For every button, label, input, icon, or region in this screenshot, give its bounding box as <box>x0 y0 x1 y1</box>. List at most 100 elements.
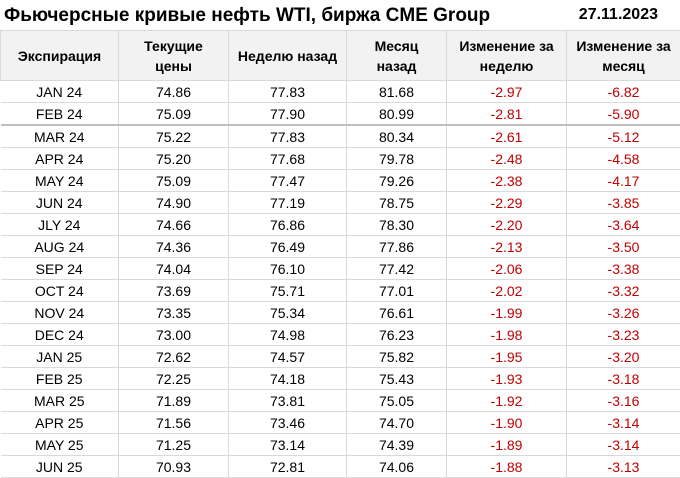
value-cell: 74.98 <box>229 324 347 346</box>
value-cell: 76.10 <box>229 258 347 280</box>
value-cell: 73.00 <box>119 324 229 346</box>
value-cell: 74.04 <box>119 258 229 280</box>
expiry-cell: NOV 24 <box>1 302 119 324</box>
value-cell: 77.83 <box>229 81 347 103</box>
column-header: Текущие цены <box>119 31 229 81</box>
expiry-cell: FEB 24 <box>1 103 119 126</box>
value-cell: 77.19 <box>229 192 347 214</box>
value-cell: -5.90 <box>567 103 680 126</box>
value-cell: -2.20 <box>447 214 567 236</box>
value-cell: 74.06 <box>347 456 447 478</box>
expiry-cell: AUG 24 <box>1 236 119 258</box>
column-header: Неделю назад <box>229 31 347 81</box>
value-cell: 77.01 <box>347 280 447 302</box>
value-cell: 71.25 <box>119 434 229 456</box>
column-header: Изменение за месяц <box>567 31 680 81</box>
value-cell: -6.82 <box>567 81 680 103</box>
value-cell: 71.89 <box>119 390 229 412</box>
value-cell: -3.16 <box>567 390 680 412</box>
value-cell: -3.50 <box>567 236 680 258</box>
value-cell: -3.14 <box>567 434 680 456</box>
value-cell: 74.57 <box>229 346 347 368</box>
value-cell: 72.81 <box>229 456 347 478</box>
value-cell: 75.09 <box>119 103 229 126</box>
value-cell: -2.06 <box>447 258 567 280</box>
expiry-cell: JUN 25 <box>1 456 119 478</box>
value-cell: 76.49 <box>229 236 347 258</box>
value-cell: -1.88 <box>447 456 567 478</box>
value-cell: 72.25 <box>119 368 229 390</box>
value-cell: 75.34 <box>229 302 347 324</box>
value-cell: -3.85 <box>567 192 680 214</box>
expiry-cell: JAN 25 <box>1 346 119 368</box>
value-cell: -2.97 <box>447 81 567 103</box>
value-cell: 77.42 <box>347 258 447 280</box>
value-cell: 80.34 <box>347 125 447 148</box>
value-cell: 77.90 <box>229 103 347 126</box>
value-cell: 77.68 <box>229 148 347 170</box>
value-cell: 74.18 <box>229 368 347 390</box>
value-cell: -1.95 <box>447 346 567 368</box>
value-cell: 73.81 <box>229 390 347 412</box>
expiry-cell: APR 25 <box>1 412 119 434</box>
value-cell: 76.61 <box>347 302 447 324</box>
value-cell: 77.47 <box>229 170 347 192</box>
value-cell: 74.70 <box>347 412 447 434</box>
value-cell: -4.58 <box>567 148 680 170</box>
value-cell: 74.86 <box>119 81 229 103</box>
value-cell: 75.09 <box>119 170 229 192</box>
value-cell: 74.66 <box>119 214 229 236</box>
value-cell: 81.68 <box>347 81 447 103</box>
value-cell: 75.22 <box>119 125 229 148</box>
value-cell: 75.43 <box>347 368 447 390</box>
value-cell: 79.26 <box>347 170 447 192</box>
value-cell: 72.62 <box>119 346 229 368</box>
value-cell: -1.93 <box>447 368 567 390</box>
value-cell: -2.13 <box>447 236 567 258</box>
value-cell: 80.99 <box>347 103 447 126</box>
value-cell: -1.92 <box>447 390 567 412</box>
value-cell: 76.23 <box>347 324 447 346</box>
column-header: Экспирация <box>1 31 119 81</box>
value-cell: -2.02 <box>447 280 567 302</box>
value-cell: -3.18 <box>567 368 680 390</box>
value-cell: -3.64 <box>567 214 680 236</box>
value-cell: -3.14 <box>567 412 680 434</box>
value-cell: 78.75 <box>347 192 447 214</box>
value-cell: 73.46 <box>229 412 347 434</box>
expiry-cell: APR 24 <box>1 148 119 170</box>
value-cell: -4.17 <box>567 170 680 192</box>
value-cell: -2.81 <box>447 103 567 126</box>
value-cell: 78.30 <box>347 214 447 236</box>
value-cell: 75.71 <box>229 280 347 302</box>
value-cell: 79.78 <box>347 148 447 170</box>
value-cell: -1.98 <box>447 324 567 346</box>
value-cell: 74.39 <box>347 434 447 456</box>
column-header: Изменение за неделю <box>447 31 567 81</box>
value-cell: 75.05 <box>347 390 447 412</box>
header: Фьючерсные кривые нефть WTI, биржа CME G… <box>0 0 680 30</box>
value-cell: -3.23 <box>567 324 680 346</box>
expiry-cell: JLY 24 <box>1 214 119 236</box>
value-cell: -2.61 <box>447 125 567 148</box>
value-cell: 73.69 <box>119 280 229 302</box>
value-cell: -3.38 <box>567 258 680 280</box>
value-cell: -1.89 <box>447 434 567 456</box>
